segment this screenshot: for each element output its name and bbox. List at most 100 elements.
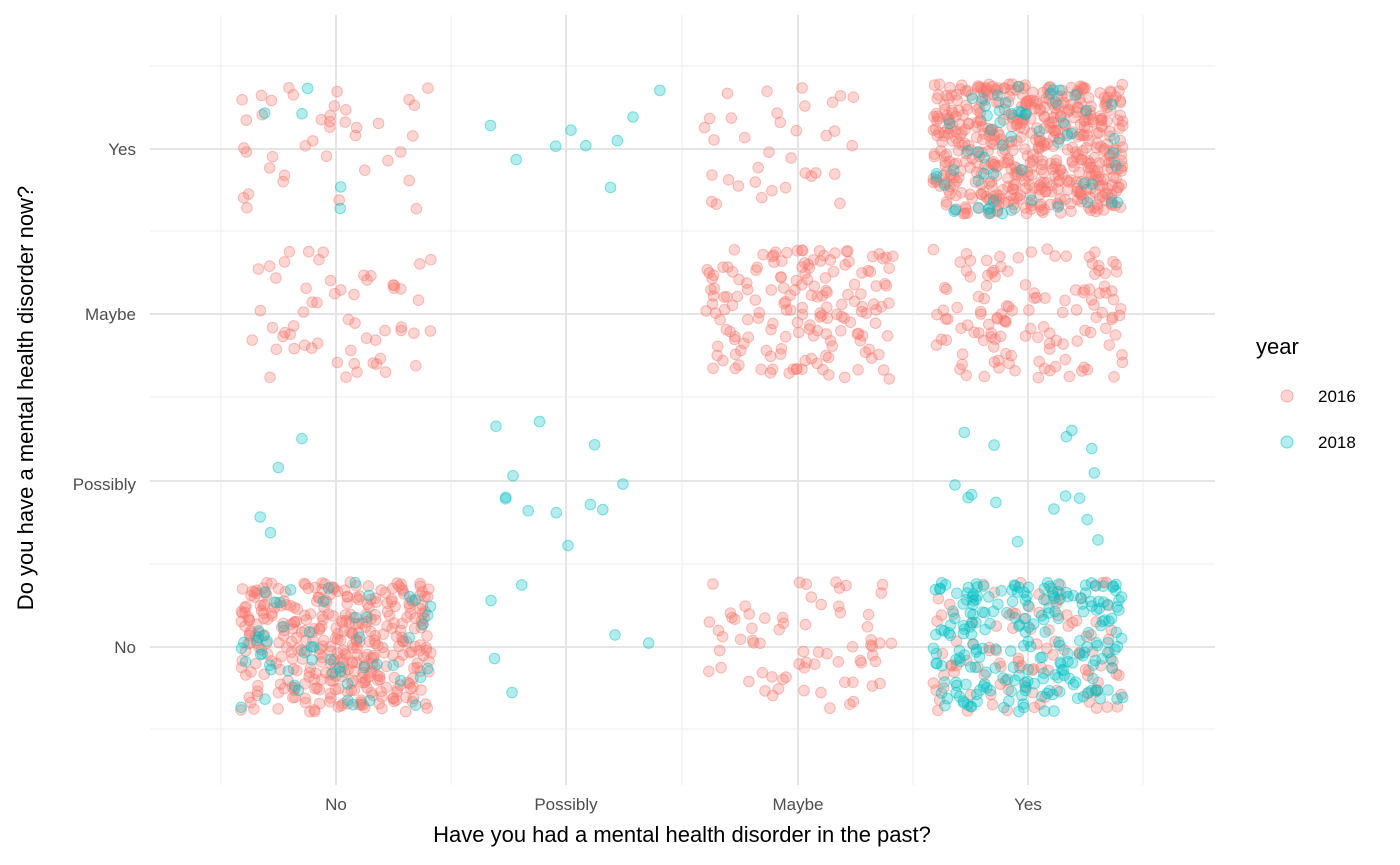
data-point-2016 [947,120,959,133]
data-point-2016 [1043,343,1056,355]
data-point-2016 [1068,111,1080,124]
data-point-2016 [387,692,400,704]
data-point-2016 [1111,163,1123,175]
data-point-2016 [358,269,370,282]
data-point-2018 [1054,656,1066,669]
data-point-2016 [763,146,775,158]
data-point-2018 [1001,606,1013,619]
data-point-2016 [316,583,328,596]
data-point-2018 [1097,596,1110,608]
data-point-2016 [971,116,983,128]
data-point-2018 [1012,80,1025,93]
data-point-2018 [1009,674,1021,687]
data-point-2018 [1036,651,1048,664]
data-point-2018 [953,652,966,664]
data-point-2016 [1009,364,1021,377]
data-point-2018 [960,594,973,606]
data-point-2016 [998,103,1011,116]
data-point-2016 [1026,169,1038,181]
data-point-2016 [1049,161,1061,173]
data-point-2016 [263,162,276,174]
data-point-2018 [939,699,951,712]
data-point-2016 [1103,646,1115,659]
data-point-2018 [1109,584,1122,597]
data-point-2016 [313,624,326,636]
data-point-2016 [1024,623,1037,636]
data-point-2016 [1105,163,1118,175]
data-point-2016 [1047,649,1059,661]
data-point-2016 [764,367,777,379]
data-point-2018 [1079,587,1092,599]
data-point-2016 [796,244,809,257]
data-point-2016 [364,666,377,679]
data-point-2016 [720,323,733,336]
data-point-2016 [948,178,960,191]
data-point-2016 [990,644,1003,657]
data-point-2018 [979,100,991,112]
data-point-2016 [985,123,998,136]
data-point-2016 [733,359,745,371]
data-point-2016 [718,303,731,316]
data-point-2016 [405,646,418,658]
data-point-2016 [394,679,407,691]
data-point-2018 [239,656,252,668]
data-point-2018 [984,617,996,630]
data-point-2016 [1029,133,1042,146]
data-point-2016 [756,666,769,679]
data-point-2016 [363,601,375,613]
data-point-2016 [1006,304,1019,317]
data-point-2018 [1001,673,1014,686]
data-point-2016 [971,104,983,116]
data-point-2018 [597,503,609,516]
data-point-2016 [1077,129,1089,142]
data-point-2016 [987,88,1000,101]
data-point-2016 [814,311,827,323]
data-point-2018 [949,612,961,625]
data-point-2018 [252,625,265,637]
data-point-2016 [1081,129,1093,142]
data-point-2016 [1024,94,1036,107]
data-point-2016 [985,175,998,188]
data-point-2016 [375,685,387,698]
data-point-2016 [1066,156,1079,169]
data-point-2016 [796,261,808,273]
data-point-2018 [1085,577,1098,589]
data-point-2016 [388,282,400,295]
data-point-2016 [312,337,324,350]
data-point-2018 [999,97,1012,109]
data-point-2016 [250,584,263,597]
data-point-2016 [1045,185,1058,198]
data-point-2016 [750,264,762,277]
data-point-2016 [365,652,378,664]
data-point-2016 [791,245,804,257]
data-point-2016 [395,324,408,337]
data-point-2016 [243,627,256,640]
data-point-2016 [1070,304,1083,316]
data-point-2016 [854,335,867,347]
data-point-2016 [414,580,427,593]
data-point-2018 [970,593,982,606]
data-point-2018 [1018,586,1030,599]
data-point-2016 [980,85,993,97]
data-point-2016 [971,157,983,169]
data-point-2016 [248,591,261,604]
data-point-2016 [930,173,943,186]
data-point-2016 [990,169,1003,182]
data-point-2016 [375,584,388,596]
data-point-2016 [992,160,1004,172]
data-point-2016 [295,644,308,657]
data-point-2016 [272,582,285,595]
data-point-2016 [425,647,437,659]
data-point-2018 [1034,652,1047,664]
data-point-2016 [1059,193,1071,206]
data-point-2016 [873,348,885,361]
data-point-2016 [930,176,942,188]
data-point-2016 [1110,258,1122,271]
data-point-2016 [1083,112,1095,125]
data-point-2016 [953,171,965,184]
data-point-2016 [396,617,408,630]
data-point-2018 [533,415,546,428]
data-point-2016 [995,260,1007,273]
data-point-2018 [1059,490,1072,502]
data-point-2016 [844,316,857,329]
